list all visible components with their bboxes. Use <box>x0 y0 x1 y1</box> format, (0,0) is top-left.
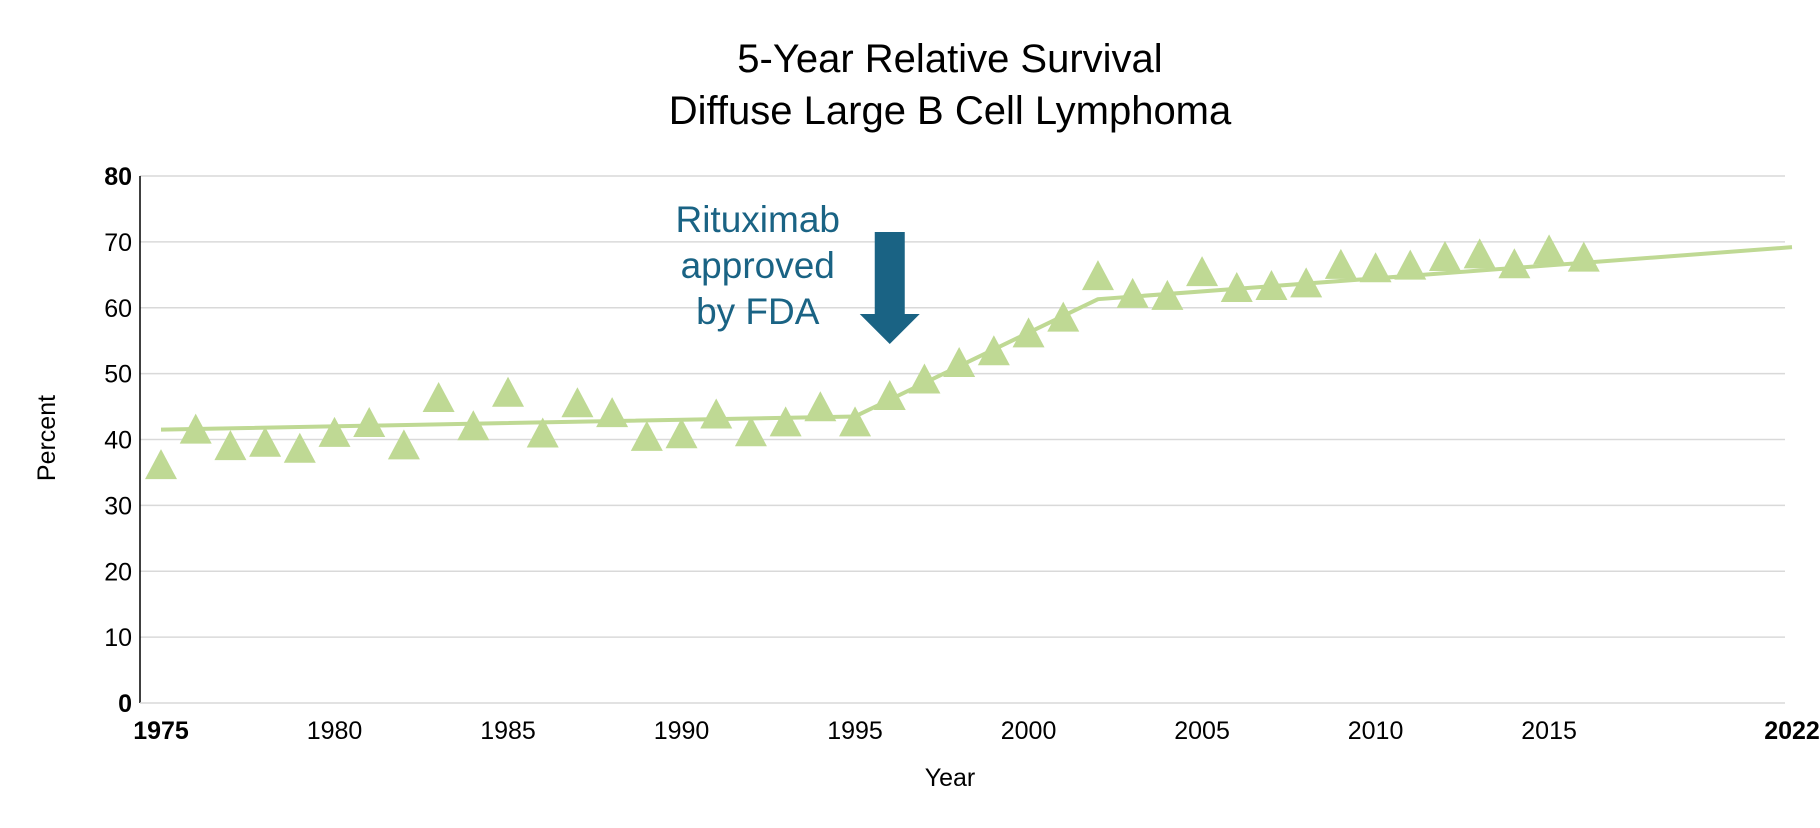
data-point-triangle-1979 <box>283 432 316 463</box>
data-point-triangle-1995 <box>839 406 872 437</box>
x-tick-label: 1980 <box>307 717 363 745</box>
x-tick-label: 2010 <box>1348 717 1404 745</box>
y-tick-label: 60 <box>104 295 132 323</box>
data-point-triangle-2000 <box>1012 317 1045 348</box>
data-point-triangle-1976 <box>179 413 212 444</box>
data-point-triangle-1983 <box>422 381 455 412</box>
data-point-triangle-2006 <box>1220 271 1253 302</box>
data-point-triangle-1990 <box>665 418 698 449</box>
data-point-triangle-2007 <box>1255 269 1288 300</box>
y-tick-label: 50 <box>104 361 132 389</box>
data-point-triangle-2012 <box>1428 241 1461 272</box>
y-tick-label: 70 <box>104 229 132 257</box>
data-point-triangle-1980 <box>318 416 351 447</box>
gridlines <box>140 175 1785 638</box>
data-point-triangle-2001 <box>1047 301 1080 332</box>
annotation-text-line-2: approved <box>681 245 835 286</box>
data-point-triangle-1993 <box>769 406 802 437</box>
data-point-triangle-1978 <box>249 426 282 457</box>
x-tick-label: 1975 <box>133 717 189 745</box>
annotation-text-line-3: by FDA <box>696 291 820 332</box>
data-point-triangle-1991 <box>700 398 733 429</box>
y-tick-label: 20 <box>104 558 132 586</box>
y-tick-label: 80 <box>104 163 132 191</box>
x-tick-label: 2022 <box>1764 717 1820 745</box>
data-point-triangle-1997 <box>908 363 941 394</box>
data-point-triangle-1999 <box>977 335 1010 366</box>
data-point-triangle-1996 <box>873 379 906 410</box>
data-point-triangle-1994 <box>804 391 837 422</box>
chart-title-line-2: Diffuse Large B Cell Lymphoma <box>669 89 1232 133</box>
data-point-triangle-1985 <box>492 376 525 407</box>
data-point-triangle-1984 <box>457 410 490 441</box>
axes <box>139 176 1785 704</box>
chart-title-line-1: 5-Year Relative Survival <box>737 37 1162 81</box>
annotation-text-line-1: Rituximab <box>675 199 840 240</box>
data-point-triangle-1989 <box>630 420 663 451</box>
data-point-triangle-1998 <box>943 347 976 378</box>
y-axis-title: Percent <box>33 395 61 481</box>
y-tick-label: 40 <box>104 427 132 455</box>
data-point-triangle-2014 <box>1498 248 1531 279</box>
x-axis-title: Year <box>925 764 976 792</box>
data-point-triangle-2005 <box>1186 256 1219 287</box>
data-point-triangle-1981 <box>353 407 386 438</box>
data-point-triangle-2011 <box>1394 249 1427 280</box>
data-point-triangle-2002 <box>1081 260 1114 291</box>
data-point-triangle-1988 <box>596 397 629 428</box>
data-point-triangle-1975 <box>145 449 177 480</box>
trend-line <box>160 245 1793 432</box>
x-tick-label: 2005 <box>1174 717 1230 745</box>
data-point-triangle-1982 <box>387 429 420 460</box>
data-point-triangle-2010 <box>1359 252 1392 283</box>
data-point-triangle-2003 <box>1116 277 1149 308</box>
x-tick-label: 2000 <box>1001 717 1057 745</box>
data-point-triangle-2009 <box>1324 248 1357 279</box>
data-points <box>145 234 1600 480</box>
x-tick-label: 1985 <box>480 717 536 745</box>
annotation-arrow <box>859 231 920 344</box>
x-tick-label: 1995 <box>827 717 883 745</box>
data-point-triangle-2016 <box>1567 241 1600 272</box>
y-tick-label: 30 <box>104 492 132 520</box>
y-tick-label: 0 <box>118 690 132 718</box>
y-tick-labels: 0 10 20 30 40 50 60 70 80 <box>104 163 132 718</box>
data-point-triangle-2015 <box>1533 234 1566 265</box>
data-point-triangle-1977 <box>214 430 247 461</box>
y-tick-label: 10 <box>104 624 132 652</box>
data-point-triangle-1992 <box>734 416 767 447</box>
x-tick-labels: 1975 1980 1985 1990 1995 2000 2005 2010 2015 2022 <box>133 717 1820 745</box>
data-point-triangle-2004 <box>1151 279 1184 310</box>
x-tick-label: 2015 <box>1521 717 1577 745</box>
data-point-triangle-2013 <box>1463 238 1496 269</box>
data-point-triangle-1987 <box>561 387 594 418</box>
rituximab-annotation: Rituximab approved by FDA <box>675 199 920 344</box>
x-tick-label: 1990 <box>654 717 710 745</box>
trend-lines <box>160 245 1793 432</box>
data-point-triangle-1986 <box>526 417 559 448</box>
data-point-triangle-2008 <box>1290 267 1323 298</box>
